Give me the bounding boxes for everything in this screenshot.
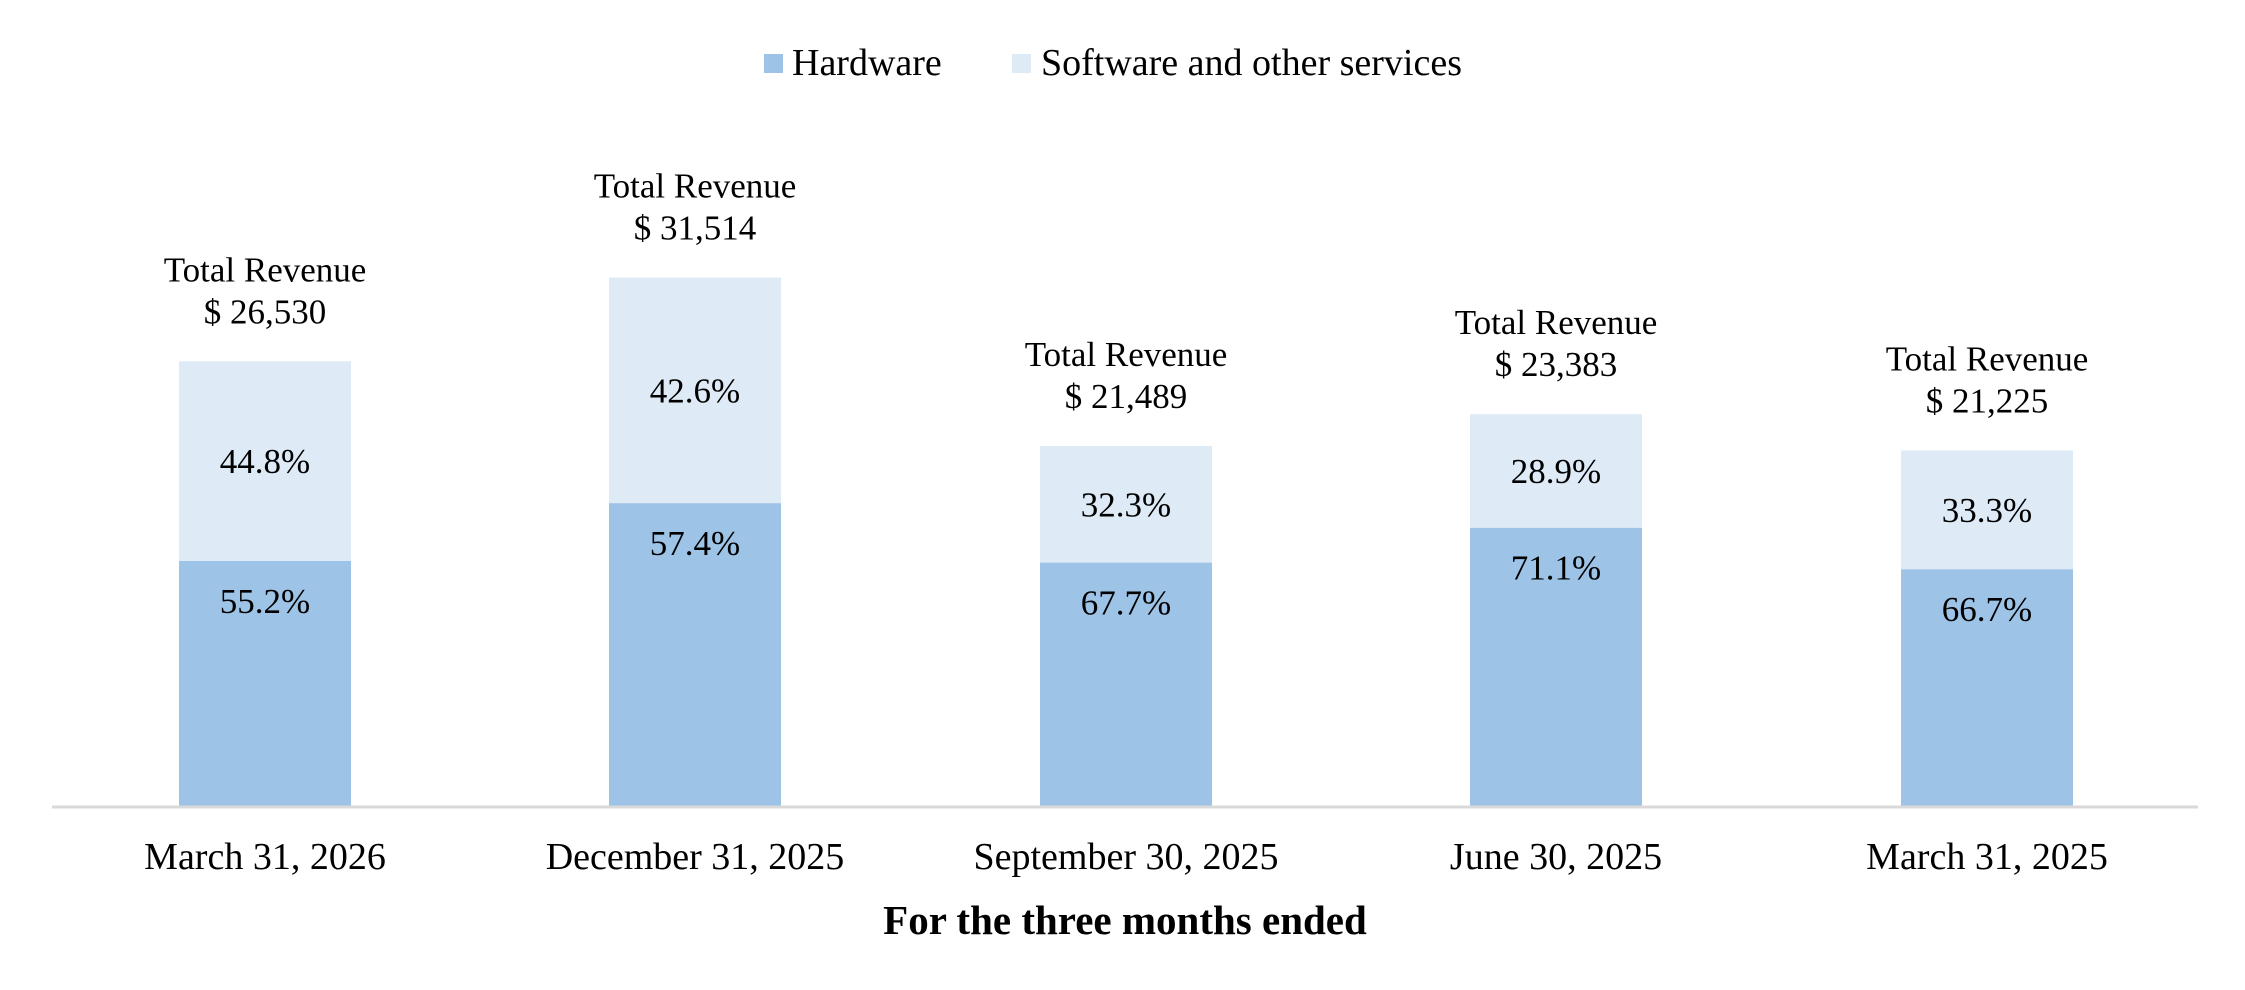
total-revenue-caption-december-31-2025: Total Revenue [594,167,797,206]
x-tick-labels: March 31, 2026 December 31, 2025 September… [144,836,2108,878]
x-axis-title: For the three months ended [883,897,1367,943]
data-label-hardware-september-30-2025: 67.7% [1081,584,1171,623]
legend-label-hardware: Hardware [792,42,942,84]
data-label-software-and-other-services-june-30-2025: 28.9% [1511,452,1601,491]
legend-label-software-and-other-services: Software and other services [1041,42,1462,84]
legend-swatch-software-and-other-services [1012,54,1031,73]
x-tick-label-june-30-2025: June 30, 2025 [1450,836,1662,878]
bar-hardware-december-31-2025 [609,503,781,807]
total-revenue-value-december-31-2025: $ 31,514 [634,209,757,248]
data-label-hardware-march-31-2025: 66.7% [1942,590,2032,629]
data-label-hardware-march-31-2026: 55.2% [220,582,310,621]
total-revenue-caption-march-31-2025: Total Revenue [1886,339,2089,378]
data-label-software-and-other-services-march-31-2026: 44.8% [220,442,310,481]
total-revenue-caption-june-30-2025: Total Revenue [1455,303,1658,342]
total-revenue-value-march-31-2025: $ 21,225 [1926,381,2049,420]
x-tick-label-march-31-2025: March 31, 2025 [1866,836,2108,878]
total-revenue-caption-march-31-2026: Total Revenue [164,250,367,289]
bar-hardware-march-31-2026 [179,560,351,807]
legend: Hardware Software and other services [764,42,1462,84]
x-tick-label-september-30-2025: September 30, 2025 [973,836,1278,878]
total-revenue-caption-september-30-2025: Total Revenue [1025,335,1228,374]
bar-software-and-other-services-march-31-2026 [179,361,351,561]
x-tick-label-december-31-2025: December 31, 2025 [546,836,845,878]
data-label-hardware-december-31-2025: 57.4% [650,524,740,563]
data-label-software-and-other-services-march-31-2025: 33.3% [1942,491,2032,530]
bars-layer: 55.2%44.8%Total Revenue$ 26,53057.4%42.6… [164,167,2089,807]
bar-software-and-other-services-september-30-2025 [1040,445,1212,563]
bar-hardware-june-30-2025 [1470,527,1642,807]
legend-swatch-hardware [764,54,783,73]
bar-software-and-other-services-march-31-2025 [1901,450,2073,570]
total-revenue-value-march-31-2026: $ 26,530 [204,292,327,331]
bar-software-and-other-services-june-30-2025 [1470,414,1642,528]
data-label-software-and-other-services-december-31-2025: 42.6% [650,371,740,410]
bar-software-and-other-services-december-31-2025 [609,277,781,504]
bar-hardware-march-31-2025 [1901,569,2073,807]
bar-hardware-september-30-2025 [1040,562,1212,807]
x-tick-label-march-31-2026: March 31, 2026 [144,836,386,878]
data-label-software-and-other-services-september-30-2025: 32.3% [1081,485,1171,524]
data-label-hardware-june-30-2025: 71.1% [1511,549,1601,588]
total-revenue-value-september-30-2025: $ 21,489 [1065,377,1188,416]
total-revenue-value-june-30-2025: $ 23,383 [1495,345,1618,384]
